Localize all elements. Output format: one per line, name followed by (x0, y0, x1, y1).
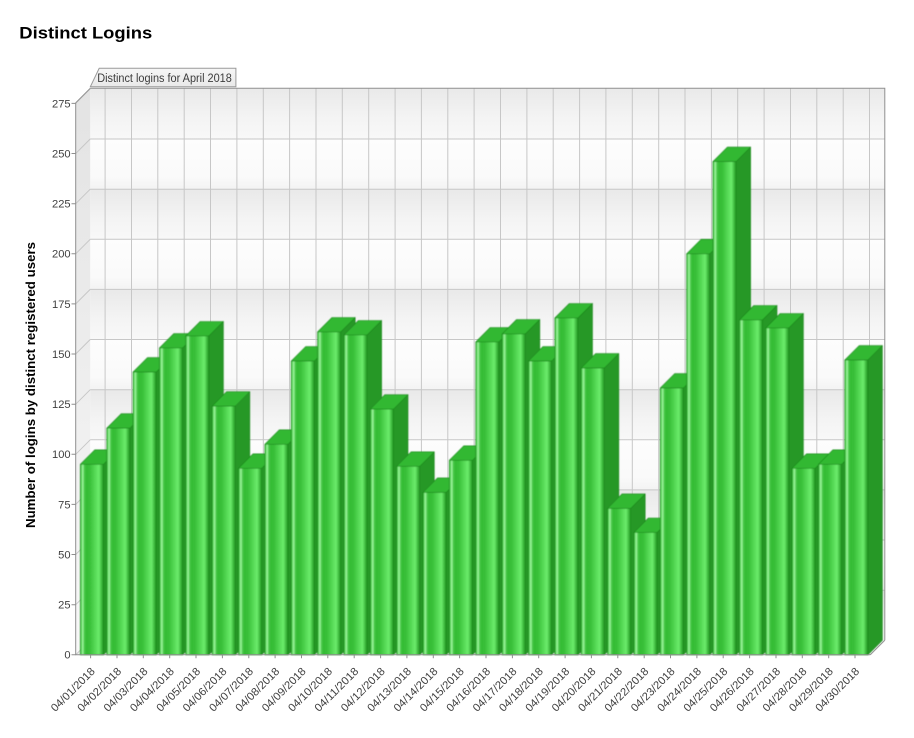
svg-text:175: 175 (52, 299, 71, 311)
svg-text:75: 75 (58, 499, 70, 511)
svg-text:100: 100 (52, 449, 71, 461)
svg-text:25: 25 (58, 600, 70, 612)
svg-text:0: 0 (64, 650, 70, 662)
svg-text:Number of logins by distinct r: Number of logins by distinct registered … (23, 242, 38, 528)
svg-text:125: 125 (52, 399, 71, 411)
svg-text:225: 225 (52, 199, 71, 211)
svg-text:50: 50 (58, 549, 70, 561)
svg-text:150: 150 (52, 349, 71, 361)
svg-text:200: 200 (52, 249, 71, 261)
svg-text:275: 275 (52, 98, 71, 110)
svg-text:Distinct Logins: Distinct Logins (19, 24, 152, 42)
svg-text:Distinct logins for April 2018: Distinct logins for April 2018 (97, 71, 232, 85)
svg-text:250: 250 (52, 148, 71, 160)
